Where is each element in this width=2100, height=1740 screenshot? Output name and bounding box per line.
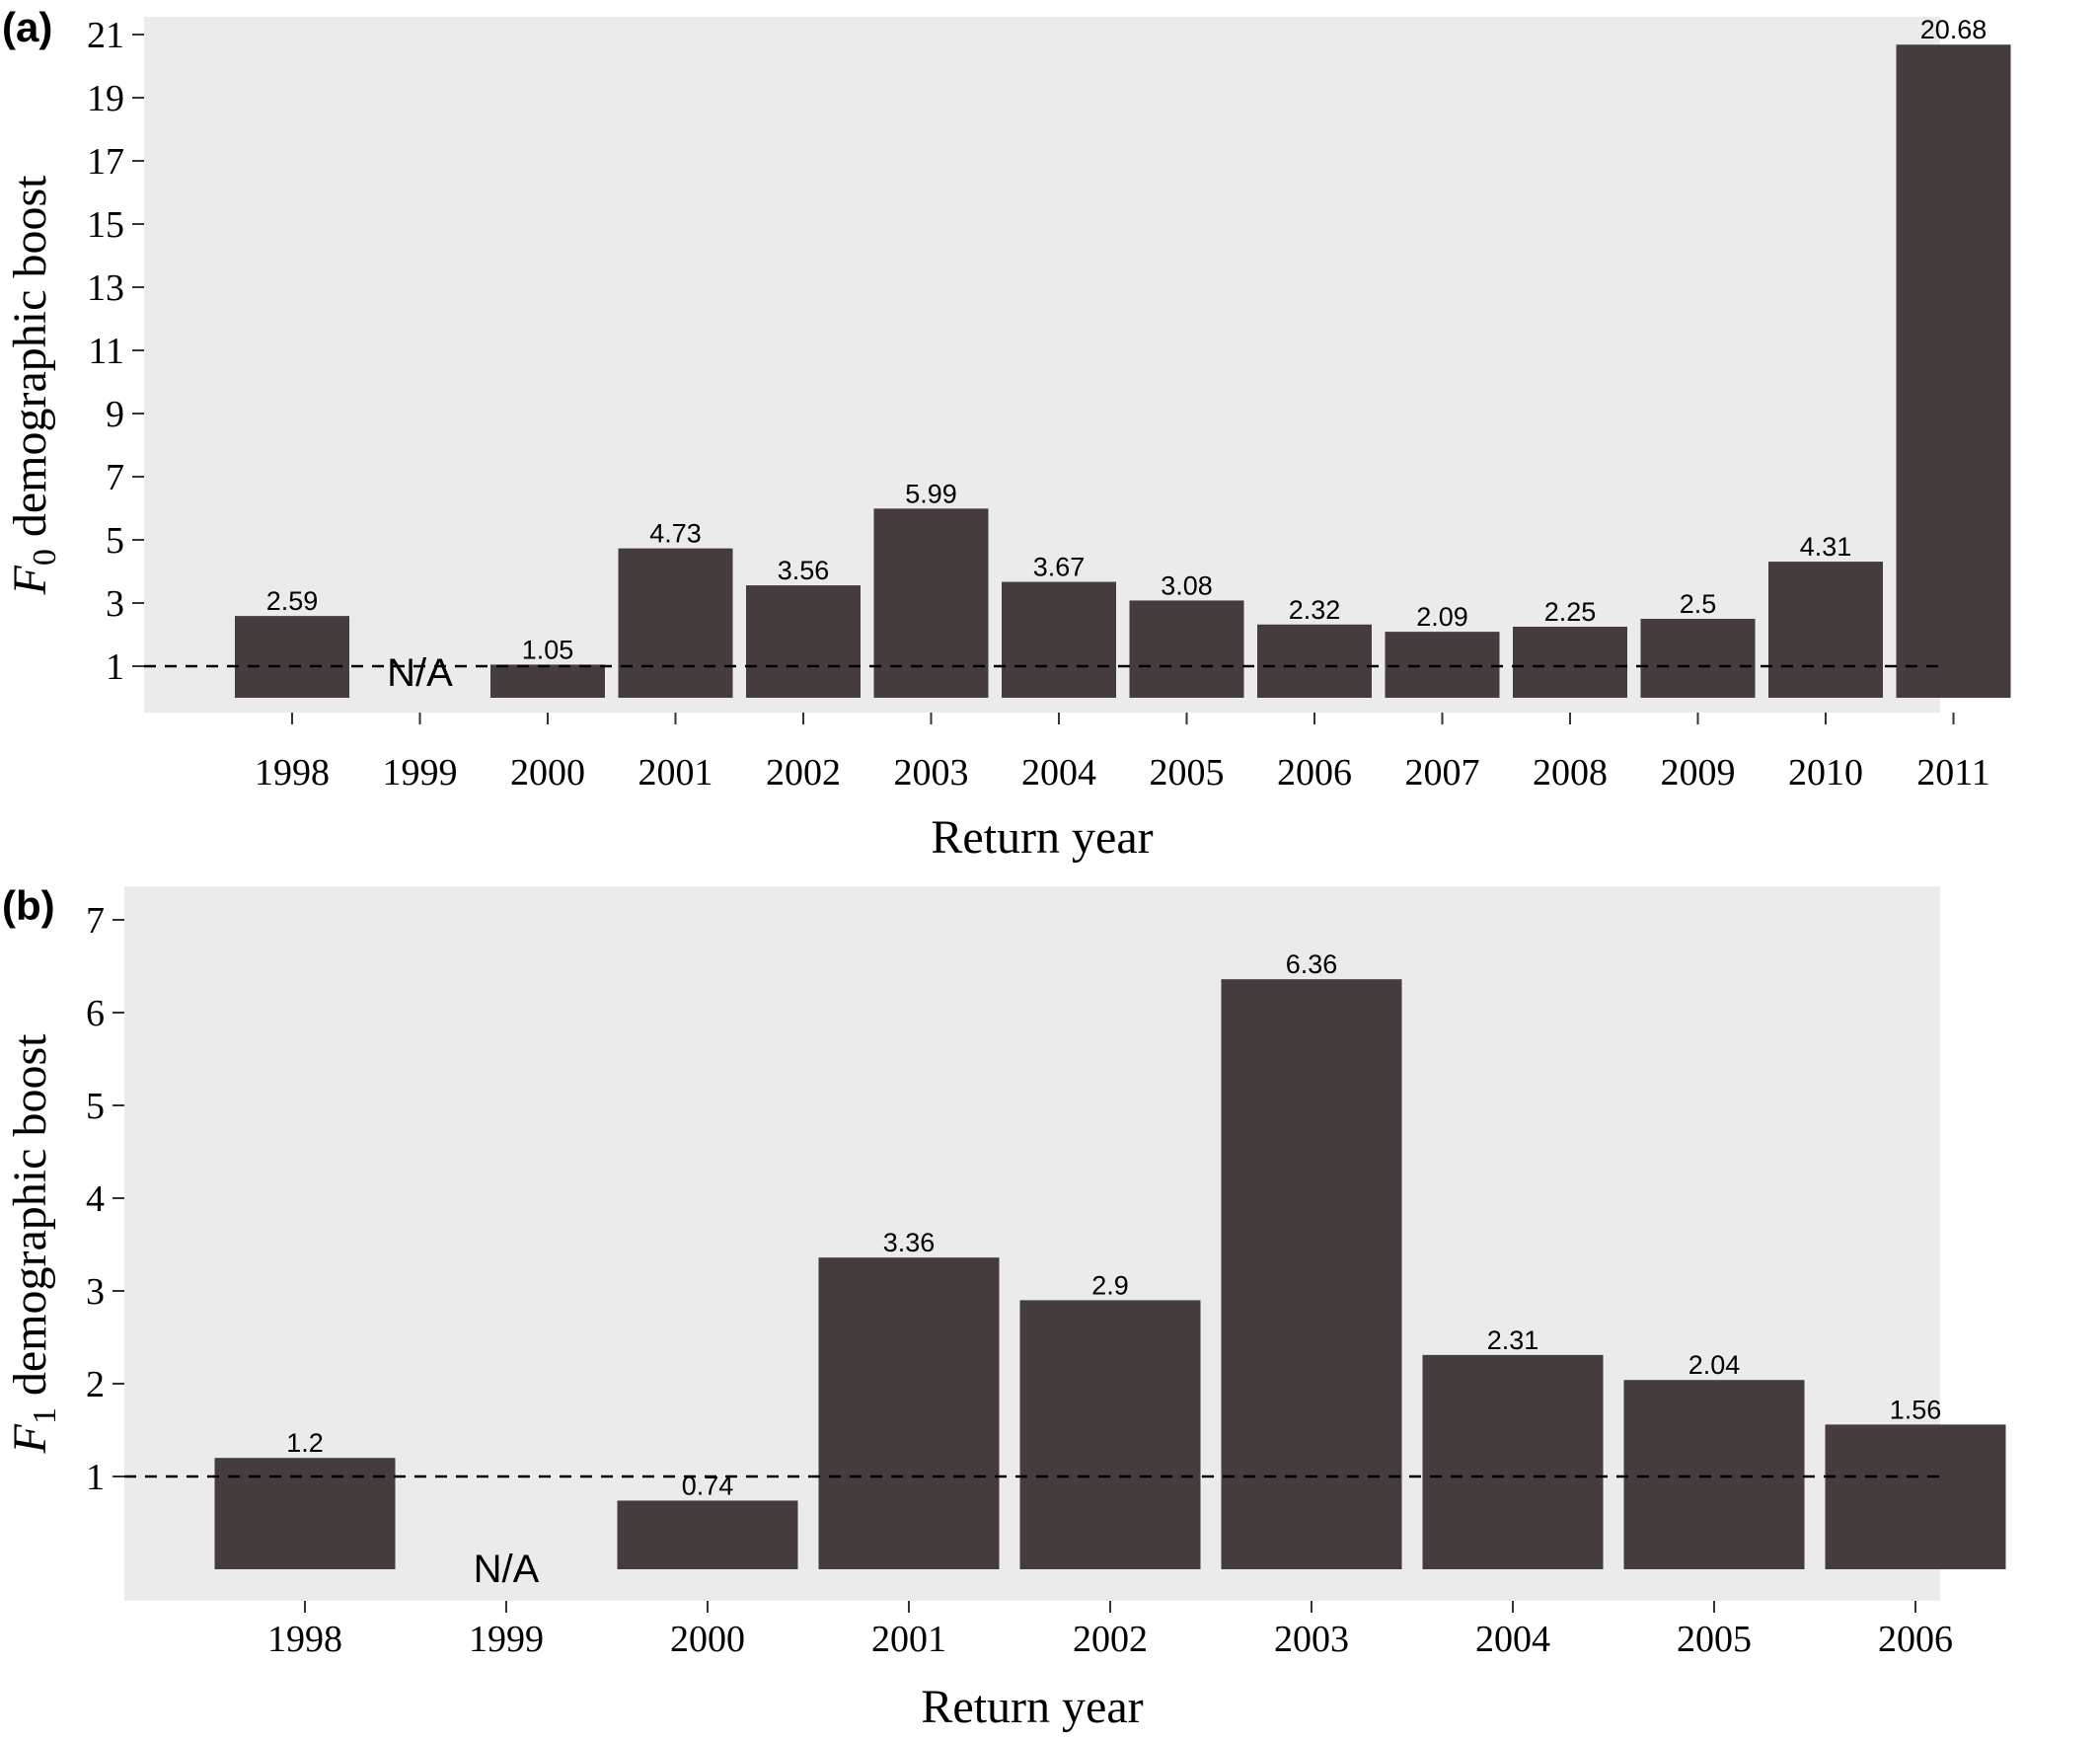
y-tick-label: 4	[86, 1178, 105, 1220]
x-tick-label: 1999	[469, 1619, 544, 1660]
bar-value-label: 2.09	[1416, 602, 1468, 632]
y-tick-label: 2	[86, 1364, 105, 1405]
y-tick-label: 5	[86, 1086, 105, 1127]
x-tick-label: 2003	[1274, 1619, 1349, 1660]
x-tick-label: 2000	[670, 1619, 745, 1660]
x-tick-label: 2003	[894, 752, 969, 794]
bar-value-label: 2.9	[1091, 1270, 1129, 1300]
y-tick-label: 1	[106, 646, 124, 688]
bar	[1257, 624, 1372, 698]
x-tick-label: 2006	[1277, 752, 1352, 794]
bar	[235, 616, 349, 698]
bar-value-label: 2.04	[1688, 1350, 1741, 1380]
bar-value-label: 2.5	[1680, 589, 1717, 619]
na-label: N/A	[387, 651, 453, 695]
y-tick-label: 6	[86, 993, 105, 1034]
bar-value-label: 2.25	[1544, 597, 1597, 627]
bar	[1896, 44, 2011, 699]
x-tick-label: 2007	[1405, 752, 1480, 794]
y-tick-label: 21	[87, 15, 124, 56]
bar-value-label: 3.56	[778, 556, 830, 585]
x-tick-label: 2005	[1677, 1619, 1752, 1660]
y-axis-title-variable: F	[4, 565, 56, 595]
y-axis-title: F1 demographic boost	[4, 1033, 63, 1455]
y-tick-label: 9	[106, 394, 124, 435]
x-tick-label: 2009	[1661, 752, 1736, 794]
y-axis-title: F0 demographic boost	[4, 175, 63, 596]
x-tick-label: 2002	[1073, 1619, 1148, 1660]
bar-value-label: 2.31	[1487, 1325, 1539, 1355]
bar	[1825, 1424, 2006, 1569]
x-tick-label: 2004	[1021, 752, 1096, 794]
bar	[1385, 632, 1500, 698]
x-axis-title: Return year	[921, 1681, 1143, 1733]
panel-a: (a)1357911131517192119982.591999N/A20001…	[2, 4, 2011, 864]
bar	[1019, 1300, 1201, 1569]
bar-value-label: 20.68	[1920, 15, 1988, 44]
y-tick-label: 3	[106, 583, 124, 625]
y-axis-title-variable: F	[4, 1423, 56, 1454]
bar-value-label: 2.59	[266, 586, 319, 616]
bar	[1129, 600, 1244, 698]
bar	[1002, 581, 1116, 698]
x-tick-label: 2010	[1788, 752, 1863, 794]
x-axis-title: Return year	[931, 811, 1153, 864]
y-axis-title-subscript: 0	[27, 549, 63, 566]
bar-value-label: 6.36	[1286, 949, 1338, 979]
x-tick-label: 2002	[766, 752, 841, 794]
y-tick-label: 5	[106, 520, 124, 562]
y-axis-title-text: demographic boost	[4, 1033, 56, 1407]
x-tick-label: 1998	[255, 752, 330, 794]
y-tick-label: 13	[87, 267, 124, 309]
y-tick-label: 1	[86, 1457, 105, 1498]
y-tick-label: 3	[86, 1271, 105, 1313]
x-tick-label: 1999	[383, 752, 458, 794]
bar	[1221, 979, 1402, 1569]
bar-value-label: 1.05	[522, 635, 574, 664]
y-tick-label: 7	[86, 900, 105, 942]
y-tick-label: 11	[88, 331, 124, 372]
bar-value-label: 1.2	[286, 1428, 324, 1458]
bar	[1513, 627, 1627, 698]
bar-value-label: 4.73	[649, 519, 702, 549]
bar-value-label: 5.99	[905, 479, 957, 508]
y-tick-label: 19	[87, 78, 124, 119]
bar	[617, 1500, 798, 1569]
bar	[490, 664, 605, 698]
y-tick-label: 15	[87, 204, 124, 246]
y-axis-title-subscript: 1	[27, 1407, 63, 1424]
bar-value-label: 2.32	[1289, 595, 1341, 625]
bar	[818, 1257, 1000, 1569]
bar	[873, 508, 989, 698]
x-tick-label: 2008	[1533, 752, 1608, 794]
bar	[214, 1458, 396, 1569]
x-tick-label: 2006	[1878, 1619, 1953, 1660]
x-tick-label: 2011	[1916, 752, 1990, 794]
bar	[1422, 1354, 1604, 1569]
x-tick-label: 2001	[638, 752, 713, 794]
bar	[1640, 619, 1756, 698]
bar-value-label: 3.67	[1033, 553, 1086, 582]
y-tick-label: 7	[106, 457, 124, 498]
bar-value-label: 3.08	[1161, 570, 1213, 600]
bar	[1623, 1380, 1805, 1569]
bar-value-label: 1.56	[1890, 1395, 1942, 1424]
x-tick-label: 1998	[267, 1619, 342, 1660]
bar-value-label: 4.31	[1800, 532, 1852, 562]
x-tick-label: 2004	[1475, 1619, 1550, 1660]
bar	[746, 585, 861, 698]
x-tick-label: 2001	[871, 1619, 946, 1660]
panel-label: (b)	[2, 882, 55, 929]
panel-b: (b)123456719981.21999N/A20000.7420013.36…	[2, 882, 2006, 1733]
bar-value-label: 3.36	[883, 1228, 936, 1257]
y-axis-title-text: demographic boost	[4, 175, 56, 549]
bar	[1768, 562, 1883, 698]
bar	[618, 548, 733, 698]
na-label: N/A	[474, 1548, 540, 1591]
x-tick-label: 2000	[510, 752, 585, 794]
panel-label: (a)	[2, 4, 52, 50]
x-tick-label: 2005	[1150, 752, 1225, 794]
y-tick-label: 17	[87, 141, 124, 183]
